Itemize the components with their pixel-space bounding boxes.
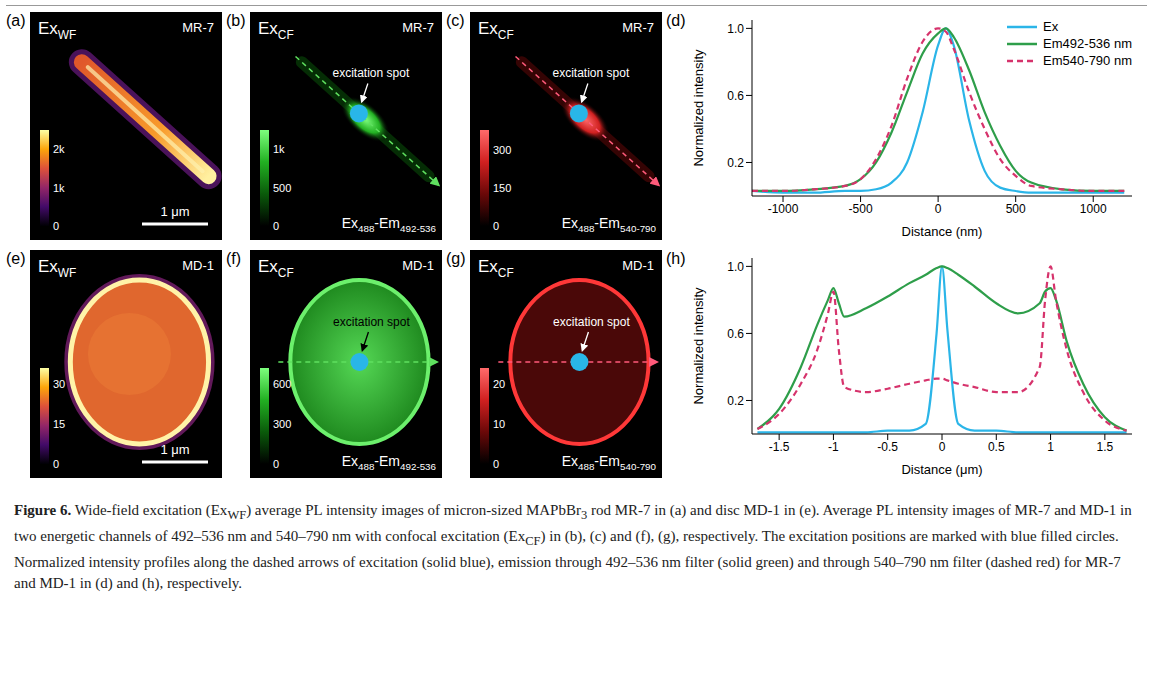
html-text:Ex: Ex (1043, 19, 1059, 34)
svg-text:1: 1 (1047, 440, 1054, 454)
svg-text:Ex488-Em492-536: Ex488-Em492-536 (342, 215, 437, 234)
svg-text:ExWF: ExWF (38, 19, 76, 42)
svg-text:excitation spot: excitation spot (553, 315, 630, 329)
svg-text:20: 20 (493, 378, 505, 390)
svg-text:1.0: 1.0 (727, 22, 744, 36)
html-text:(a): (a) (6, 12, 26, 29)
svg-text:0.6: 0.6 (727, 89, 744, 103)
html-text:(f): (f) (226, 250, 242, 267)
svg-text:MD-1: MD-1 (622, 258, 654, 273)
svg-text:300: 300 (493, 144, 511, 156)
svg-text:300: 300 (273, 418, 291, 430)
svg-text:1k: 1k (53, 182, 65, 194)
svg-text:ExCF: ExCF (478, 19, 514, 42)
html-text:(b): (b) (226, 12, 246, 29)
html-text:Em540-790 nm: Em540-790 nm (1043, 53, 1132, 68)
svg-text:1000: 1000 (1080, 202, 1107, 216)
svg-text:Normalized intensity: Normalized intensity (691, 287, 706, 405)
svg-text:30: 30 (53, 378, 65, 390)
svg-text:-500: -500 (849, 202, 873, 216)
svg-text:0: 0 (493, 220, 499, 232)
svg-text:500: 500 (1006, 202, 1026, 216)
svg-text:1 μm: 1 μm (160, 442, 189, 457)
svg-text:ExWF: ExWF (38, 257, 76, 280)
svg-text:0: 0 (273, 458, 279, 470)
html-text:(e): (e) (6, 250, 26, 267)
svg-text:excitation spot: excitation spot (333, 66, 410, 80)
svg-text:ExCF: ExCF (258, 19, 294, 42)
svg-text:15: 15 (53, 418, 65, 430)
html-text:Figure 6. Wide-field excitatio: Figure 6. Wide-field excitation (ExWF) a… (14, 502, 1132, 591)
svg-text:0: 0 (53, 458, 59, 470)
html-text:(c): (c) (446, 12, 465, 29)
svg-text:0.6: 0.6 (727, 327, 744, 341)
svg-text:Ex488-Em540-790: Ex488-Em540-790 (562, 215, 657, 234)
svg-text:1k: 1k (273, 143, 285, 155)
svg-text:-1: -1 (828, 440, 839, 454)
svg-text:150: 150 (493, 182, 511, 194)
svg-text:excitation spot: excitation spot (553, 66, 630, 80)
svg-text:1 μm: 1 μm (160, 204, 189, 219)
svg-text:0: 0 (493, 458, 499, 470)
svg-text:ExCF: ExCF (478, 257, 514, 280)
html-text:(h): (h) (666, 250, 686, 267)
svg-text:excitation spot: excitation spot (333, 315, 410, 329)
svg-text:0.2: 0.2 (727, 156, 744, 170)
svg-text:-1000: -1000 (768, 202, 799, 216)
svg-text:Normalized intensity: Normalized intensity (691, 49, 706, 167)
svg-text:MR-7: MR-7 (622, 20, 654, 35)
svg-text:2k: 2k (53, 143, 65, 155)
svg-text:0: 0 (935, 202, 942, 216)
svg-text:0.5: 0.5 (988, 440, 1005, 454)
svg-text:-0.5: -0.5 (877, 440, 898, 454)
svg-text:Ex488-Em540-790: Ex488-Em540-790 (562, 453, 657, 472)
svg-text:0: 0 (273, 220, 279, 232)
svg-text:MR-7: MR-7 (182, 20, 214, 35)
html-text:(g): (g) (446, 250, 466, 267)
svg-text:MD-1: MD-1 (402, 258, 434, 273)
svg-text:MR-7: MR-7 (402, 20, 434, 35)
svg-text:-1.5: -1.5 (769, 440, 790, 454)
svg-text:500: 500 (273, 182, 291, 194)
svg-text:10: 10 (493, 418, 505, 430)
svg-text:ExCF: ExCF (258, 257, 294, 280)
svg-text:Ex488-Em492-536: Ex488-Em492-536 (342, 453, 437, 472)
svg-text:0: 0 (53, 220, 59, 232)
html-text:(d): (d) (666, 12, 686, 29)
svg-text:1.5: 1.5 (1097, 440, 1114, 454)
svg-text:Distance (nm): Distance (nm) (902, 224, 983, 239)
svg-text:0: 0 (939, 440, 946, 454)
svg-text:600: 600 (273, 378, 291, 390)
svg-text:0.2: 0.2 (727, 394, 744, 408)
svg-text:Distance (μm): Distance (μm) (901, 462, 982, 477)
html-text:Em492-536 nm: Em492-536 nm (1043, 36, 1132, 51)
svg-text:1.0: 1.0 (727, 260, 744, 274)
svg-text:MD-1: MD-1 (182, 258, 214, 273)
